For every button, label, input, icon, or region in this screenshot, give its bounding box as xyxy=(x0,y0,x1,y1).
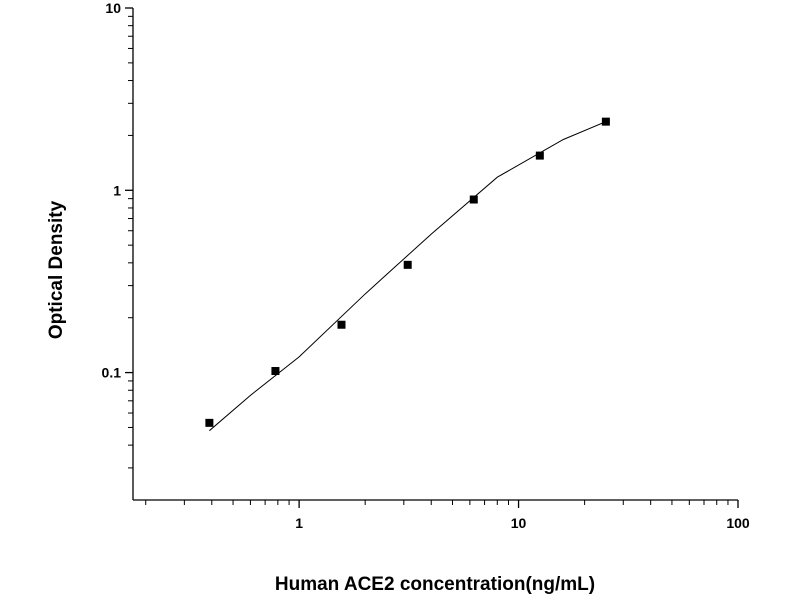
x-tick-label: 100 xyxy=(726,515,750,531)
y-tick-label: 0.1 xyxy=(102,365,122,381)
data-point xyxy=(469,195,478,204)
x-tick-label: 1 xyxy=(295,515,303,531)
data-point xyxy=(205,418,214,427)
y-tick-label: 10 xyxy=(105,0,121,16)
data-point xyxy=(271,367,280,376)
fit-curve xyxy=(209,121,607,432)
x-tick-label: 10 xyxy=(511,515,527,531)
y-axis-title: Optical Density xyxy=(46,200,67,339)
data-point xyxy=(337,320,346,329)
y-tick-label: 1 xyxy=(113,182,121,198)
data-point xyxy=(535,151,544,160)
x-axis-title: Human ACE2 concentration(ng/mL) xyxy=(275,574,595,595)
data-point xyxy=(403,260,412,269)
data-point xyxy=(601,117,610,126)
